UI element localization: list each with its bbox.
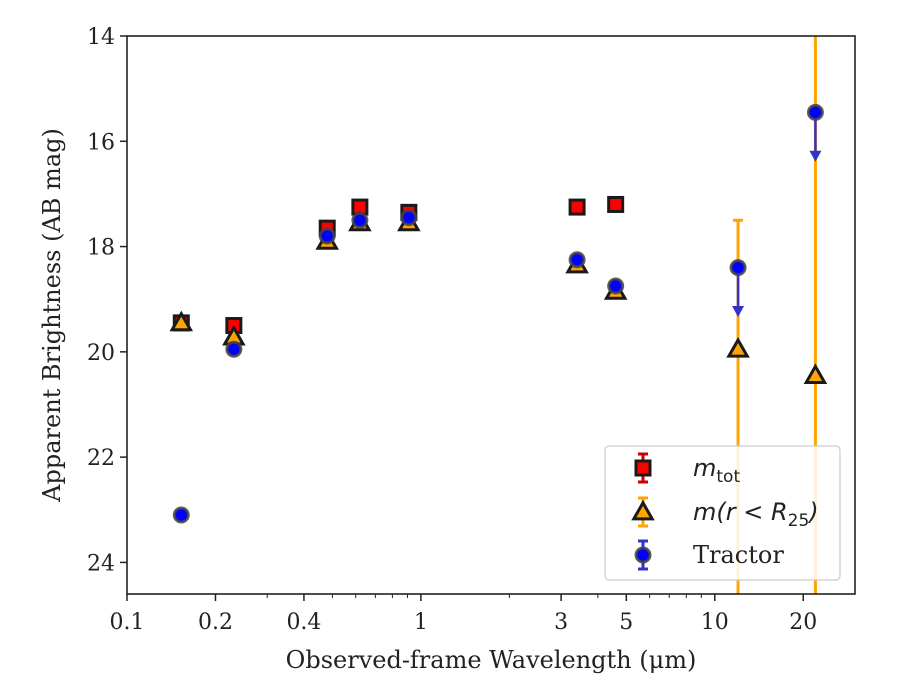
y-tick-label: 22 xyxy=(87,446,115,471)
tractor-point xyxy=(318,227,336,245)
x-tick-label: 1 xyxy=(414,610,428,635)
tractor-point xyxy=(400,209,418,227)
tractor-point xyxy=(568,251,586,269)
y-tick-label: 16 xyxy=(87,130,115,155)
tractor-point xyxy=(225,340,243,358)
tractor-point xyxy=(172,506,190,524)
legend-marker-1 xyxy=(634,459,652,477)
x-tick-label: 3 xyxy=(554,610,568,635)
mtot-point xyxy=(568,198,586,216)
x-tick-label: 0.4 xyxy=(286,610,321,635)
axis-ticks: 0.1 0.2 0.4 1 3 5 10 20 14 16 18 20 22 24 xyxy=(87,25,817,635)
m-r25-point xyxy=(803,363,828,384)
legend-marker-3 xyxy=(634,546,652,564)
y-tick-label: 18 xyxy=(87,236,115,261)
upper-limit-arrow xyxy=(732,306,745,317)
x-axis-label: Observed-frame Wavelength (μm) xyxy=(286,646,697,674)
series-layer xyxy=(169,36,828,594)
legend-label-3: Tractor xyxy=(693,541,784,569)
tractor-point xyxy=(806,103,824,121)
legend-label-1: mtot xyxy=(693,454,740,487)
x-tick-label: 5 xyxy=(619,610,633,635)
legend-label-2: m(r < R25) xyxy=(693,498,819,531)
x-tick-label: 10 xyxy=(701,610,729,635)
plot-frame xyxy=(126,35,856,595)
tractor-point xyxy=(351,211,369,229)
m-r25-point xyxy=(169,310,194,332)
x-tick-label: 0.1 xyxy=(110,610,145,635)
y-axis-label: Apparent Brightness (AB mag) xyxy=(38,128,66,503)
x-tick-label: 0.2 xyxy=(198,610,233,635)
tractor-point xyxy=(607,277,625,295)
x-tick-label: 20 xyxy=(789,610,817,635)
legend: mtot m(r < R25) Tractor xyxy=(604,445,841,581)
legend-marker-2 xyxy=(631,499,655,521)
tractor-point xyxy=(729,259,747,277)
y-tick-label: 14 xyxy=(87,25,115,50)
mtot-point xyxy=(607,195,625,213)
legend-box xyxy=(604,445,841,581)
y-tick-label: 24 xyxy=(87,551,115,576)
m-r25-point xyxy=(726,336,750,358)
upper-limit-arrow xyxy=(809,150,822,162)
y-tick-label: 20 xyxy=(87,341,115,366)
